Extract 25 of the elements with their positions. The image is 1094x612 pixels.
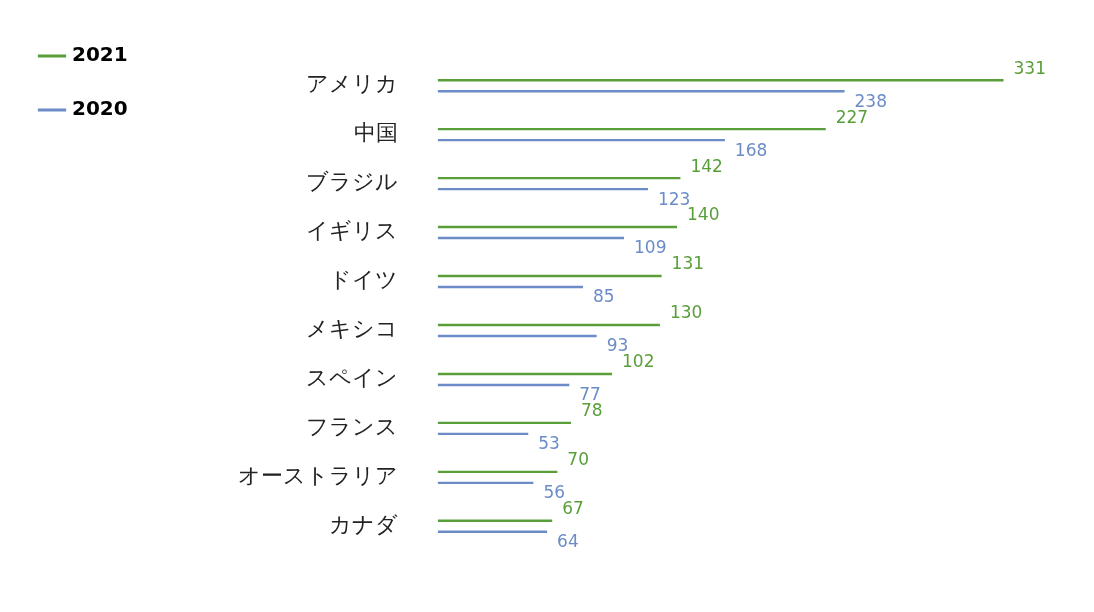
y-tick-label: ブラジル xyxy=(305,169,398,195)
data-label: 70 xyxy=(567,449,589,470)
data-label: 140 xyxy=(687,204,720,225)
data-label: 131 xyxy=(671,253,705,274)
y-tick-label: オーストラリア xyxy=(237,463,398,489)
y-tick-label: フランス xyxy=(305,414,398,440)
data-label: 130 xyxy=(669,302,703,323)
data-label: 102 xyxy=(622,351,655,372)
y-tick-label: 中国 xyxy=(353,120,398,146)
data-label: 78 xyxy=(581,400,603,421)
y-tick-label: スペイン xyxy=(305,365,398,391)
y-tick-label: カナダ xyxy=(328,512,398,538)
y-tick-label: アメリカ xyxy=(305,71,398,97)
legend-label: 2021 xyxy=(72,42,128,67)
legend-label: 2020 xyxy=(72,96,128,121)
data-label: 168 xyxy=(734,139,768,160)
data-label: 85 xyxy=(592,286,615,307)
y-tick-label: ドイツ xyxy=(328,267,398,293)
y-tick-label: メキシコ xyxy=(305,316,398,342)
data-label: 142 xyxy=(690,155,723,176)
data-label: 53 xyxy=(538,433,560,454)
data-label: 109 xyxy=(634,237,667,258)
data-label: 64 xyxy=(557,531,579,552)
y-tick-label: イギリス xyxy=(305,218,398,244)
data-label: 331 xyxy=(1013,57,1046,78)
